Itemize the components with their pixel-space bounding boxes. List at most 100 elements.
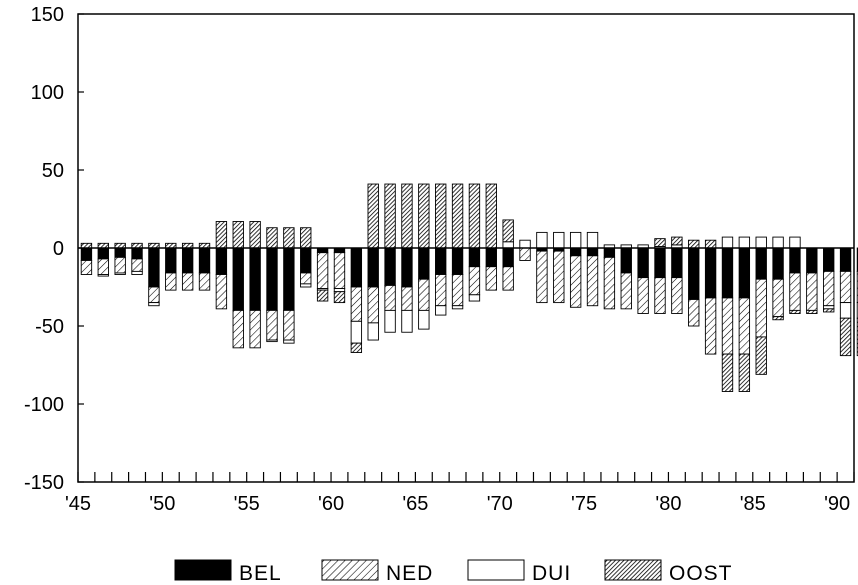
bar-ned-1967 [451, 274, 464, 307]
bar-ned-1959 [316, 252, 329, 290]
bar-ned-1971 [519, 247, 531, 261]
bar-bel-1985 [755, 247, 767, 280]
x-tick-label: '90 [824, 493, 850, 515]
bar-ned-1986 [772, 278, 784, 318]
y-tick-label: -100 [24, 394, 64, 416]
legend-label-bel: BEL [239, 562, 282, 585]
bar-oost-1964 [401, 183, 413, 249]
bar-oost-1966 [435, 183, 447, 249]
x-tick-label: '50 [149, 493, 175, 515]
bar-ned-1969 [485, 266, 497, 291]
bar-bel-1984 [738, 247, 751, 299]
y-axis: 150 100 50 0 -50 -100 -150 [24, 4, 84, 494]
bar-ned-1984 [738, 297, 751, 355]
bar-ned-1956 [266, 309, 278, 341]
legend-label-oost: OOST [669, 562, 733, 585]
y-tick-label: 50 [42, 160, 64, 182]
bar-bel-1953 [215, 247, 228, 275]
legend: BEL NED DUI OOST [174, 559, 733, 585]
bar-dui-1947 [114, 272, 126, 275]
bar-dui-1968 [468, 294, 481, 302]
y-tick-label: -50 [35, 316, 64, 338]
y-tick-label: 0 [53, 238, 64, 260]
bar-bel-1966 [435, 247, 447, 275]
bar-bel-1958 [300, 247, 312, 274]
x-tick-label: '65 [402, 493, 428, 515]
bar-bel-1979 [654, 247, 666, 279]
bar-ned-1952 [198, 272, 211, 291]
bar-dui-1964 [401, 309, 413, 333]
bar-bel-1980 [671, 247, 683, 279]
bar-dui-1957 [283, 339, 295, 344]
bar-bel-1952 [198, 247, 211, 274]
bar-bel-1954 [232, 247, 244, 311]
bar-ned-1974 [569, 255, 582, 308]
bar-ned-1946 [97, 258, 109, 275]
bar-bel-1978 [637, 247, 649, 279]
bar-bel-1961 [350, 247, 363, 288]
bar-dui-1973 [553, 231, 565, 249]
bar-bel-1967 [451, 247, 464, 275]
bar-bel-1974 [569, 247, 582, 257]
bar-oost-1970 [502, 219, 514, 243]
bar-oost-1956 [266, 227, 278, 249]
bar-dui-1983 [721, 236, 734, 249]
bar-dui-1962 [367, 322, 379, 341]
bar-ned-1980 [671, 277, 683, 314]
bar-oost-1954 [232, 221, 244, 249]
bar-oost-1965 [418, 183, 430, 249]
bar-dui-1967 [451, 305, 464, 310]
x-tick-label: '75 [571, 493, 597, 515]
bar-ned-1955 [249, 309, 261, 349]
x-tick-label: '55 [234, 493, 260, 515]
legend-label-dui: DUI [532, 562, 571, 585]
bar-oost-1980 [671, 236, 683, 246]
bar-dui-1975 [586, 231, 599, 249]
bar-bel-1989 [823, 247, 835, 272]
bar-ned-1970 [502, 266, 514, 291]
bar-dui-1948 [131, 270, 143, 275]
bar-bel-1949 [148, 247, 160, 288]
bar-ned-1976 [603, 256, 616, 310]
legend-swatch-oost [604, 559, 662, 581]
legend-swatch-bel [174, 559, 232, 581]
bar-ned-1989 [823, 270, 835, 307]
x-tick-label: '45 [65, 493, 91, 515]
bar-ned-1975 [586, 255, 599, 307]
bar-oost-1958 [300, 227, 312, 249]
bar-oost-1988 [806, 309, 818, 314]
bar-dui-1985 [755, 236, 767, 249]
bar-dui-1965 [418, 309, 430, 330]
legend-swatch-dui [467, 559, 525, 581]
bar-oost-1989 [823, 308, 835, 313]
bar-bel-1977 [620, 247, 632, 274]
bar-bel-1983 [721, 247, 734, 299]
y-tick-label: -150 [24, 472, 64, 494]
bar-bel-1955 [249, 247, 261, 311]
bar-ned-1979 [654, 277, 666, 314]
bar-bel-1986 [772, 247, 784, 280]
bar-bel-1975 [586, 247, 599, 257]
bar-oost-1984 [738, 353, 751, 392]
bar-bel-1968 [468, 247, 481, 268]
bar-ned-1981 [688, 299, 700, 327]
legend-label-ned: NED [386, 562, 433, 585]
bar-bel-1957 [283, 247, 295, 311]
x-tick-label: '70 [487, 493, 513, 515]
bar-dui-1961 [350, 320, 363, 344]
y-tick-label: 150 [31, 4, 64, 26]
bar-ned-1945 [80, 260, 93, 275]
bar-oost-1986 [772, 316, 784, 321]
bar-ned-1948 [131, 258, 143, 272]
bar-ned-1954 [232, 309, 244, 349]
bar-oost-1967 [451, 183, 464, 249]
bar-bel-1981 [688, 247, 700, 300]
bar-dui-1946 [97, 274, 109, 277]
bar-ned-1972 [536, 250, 548, 304]
bar-oost-1957 [283, 227, 295, 249]
bar-dui-1986 [772, 236, 784, 249]
bar-oost-1990 [839, 317, 852, 357]
bar-dui-1974 [569, 231, 582, 249]
bar-dui-1989 [823, 305, 835, 310]
bar-oost-1982 [704, 239, 717, 249]
